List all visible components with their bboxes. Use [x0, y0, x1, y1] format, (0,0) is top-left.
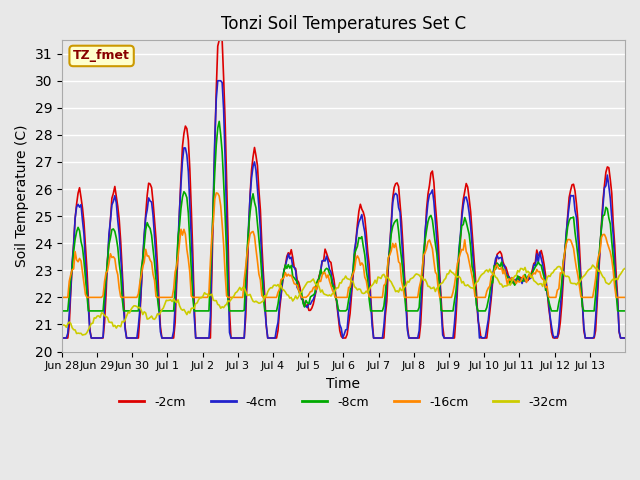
-2cm — [349, 274, 357, 279]
-8cm — [545, 298, 552, 303]
Line: -2cm: -2cm — [62, 40, 625, 338]
-16cm — [621, 295, 629, 300]
-4cm — [58, 335, 66, 341]
-2cm — [461, 189, 468, 194]
-8cm — [621, 308, 629, 314]
Title: Tonzi Soil Temperatures Set C: Tonzi Soil Temperatures Set C — [221, 15, 466, 33]
-32cm — [349, 278, 357, 284]
Text: TZ_fmet: TZ_fmet — [73, 49, 130, 62]
-32cm — [58, 322, 66, 328]
-32cm — [545, 273, 552, 278]
-4cm — [545, 299, 552, 305]
-4cm — [214, 78, 221, 84]
Legend: -2cm, -4cm, -8cm, -16cm, -32cm: -2cm, -4cm, -8cm, -16cm, -32cm — [115, 391, 573, 414]
-2cm — [77, 194, 85, 200]
Line: -32cm: -32cm — [62, 265, 625, 335]
-16cm — [212, 190, 220, 196]
-8cm — [618, 308, 626, 314]
-16cm — [349, 271, 357, 276]
-2cm — [621, 335, 629, 341]
-32cm — [96, 314, 104, 320]
Line: -4cm: -4cm — [62, 81, 625, 338]
Line: -16cm: -16cm — [62, 193, 625, 298]
-32cm — [79, 332, 86, 338]
-16cm — [77, 258, 85, 264]
-2cm — [216, 37, 223, 43]
-32cm — [461, 282, 468, 288]
-8cm — [216, 119, 223, 124]
-8cm — [58, 308, 66, 314]
Y-axis label: Soil Temperature (C): Soil Temperature (C) — [15, 125, 29, 267]
-16cm — [58, 295, 66, 300]
-2cm — [618, 335, 626, 341]
-32cm — [589, 262, 596, 268]
-4cm — [77, 202, 85, 207]
-2cm — [58, 335, 66, 341]
-2cm — [545, 303, 552, 309]
Line: -8cm: -8cm — [62, 121, 625, 311]
-4cm — [95, 335, 102, 341]
-4cm — [618, 335, 626, 341]
-8cm — [349, 269, 357, 275]
-8cm — [77, 239, 85, 244]
-8cm — [95, 308, 102, 314]
-32cm — [621, 265, 629, 271]
-16cm — [618, 295, 626, 300]
X-axis label: Time: Time — [326, 377, 360, 391]
-16cm — [95, 295, 102, 300]
-32cm — [77, 330, 85, 336]
-8cm — [461, 215, 468, 220]
-16cm — [461, 237, 468, 243]
-32cm — [620, 266, 627, 272]
-16cm — [545, 294, 552, 300]
-4cm — [461, 194, 468, 200]
-4cm — [349, 267, 357, 273]
-4cm — [621, 335, 629, 341]
-2cm — [95, 335, 102, 341]
